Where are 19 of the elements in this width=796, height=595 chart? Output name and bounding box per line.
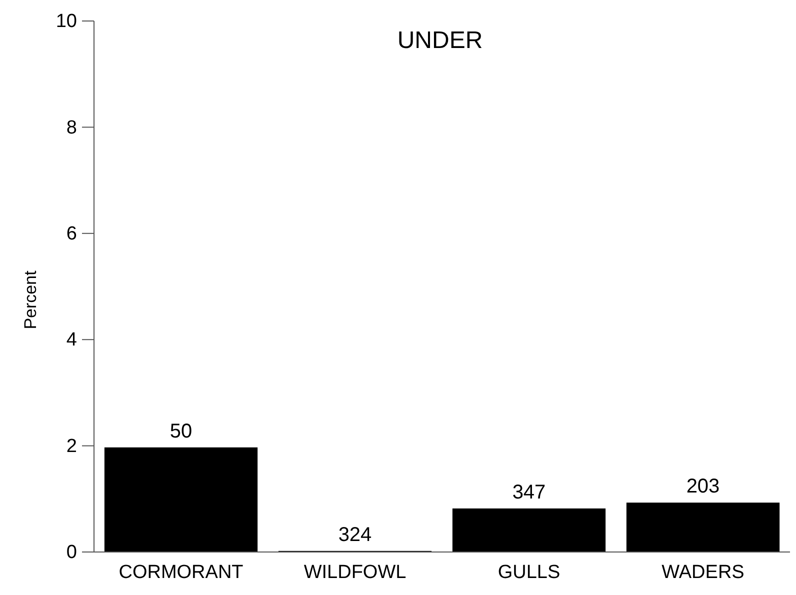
y-tick-label: 6 bbox=[66, 223, 77, 244]
y-tick-label: 0 bbox=[66, 542, 77, 564]
x-tick-label: GULLS bbox=[498, 562, 560, 583]
y-axis-title: Percent bbox=[21, 270, 40, 330]
x-tick-label: CORMORANT bbox=[118, 562, 244, 583]
x-tick-label: WILDFOWL bbox=[304, 562, 406, 583]
chart-title: UNDER bbox=[397, 27, 483, 54]
y-tick-label: 10 bbox=[56, 11, 77, 32]
y-tick-label: 8 bbox=[66, 117, 77, 138]
bar bbox=[626, 502, 780, 552]
annotation: 347 bbox=[512, 481, 546, 504]
y-tick-label: 2 bbox=[66, 436, 77, 457]
annotation: 50 bbox=[170, 420, 192, 442]
x-tick-label: WADERS bbox=[662, 562, 744, 583]
bar bbox=[452, 508, 606, 552]
annotation: 203 bbox=[686, 476, 720, 498]
y-tick-label: 4 bbox=[66, 330, 78, 351]
annotation: 324 bbox=[338, 524, 372, 546]
bar bbox=[104, 447, 258, 552]
